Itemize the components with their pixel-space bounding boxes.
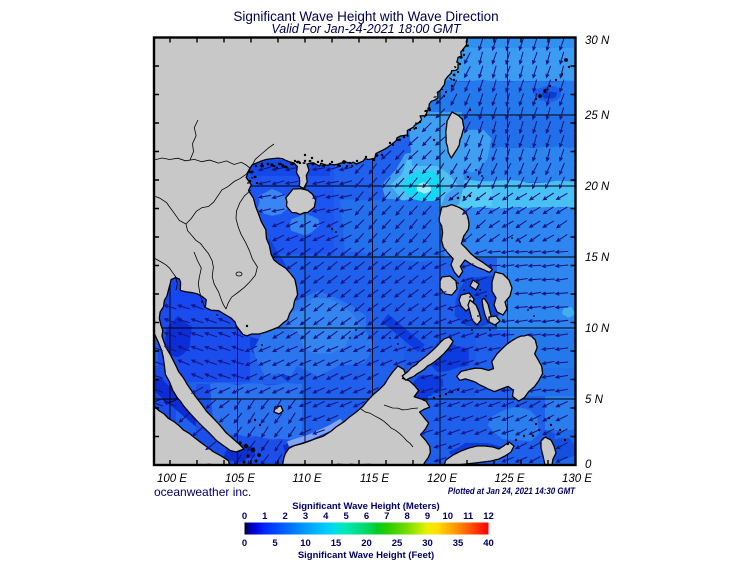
svg-text:5: 5 <box>344 511 350 522</box>
svg-text:110 E: 110 E <box>292 473 322 485</box>
svg-text:25: 25 <box>392 538 403 549</box>
svg-text:Significant Wave Height (Meter: Significant Wave Height (Meters) <box>292 501 439 512</box>
svg-text:30 N: 30 N <box>585 35 610 47</box>
svg-text:10: 10 <box>300 538 311 549</box>
svg-text:12: 12 <box>483 511 494 522</box>
svg-text:35: 35 <box>453 538 464 549</box>
svg-text:15 N: 15 N <box>585 252 610 264</box>
svg-text:oceanweather inc.: oceanweather inc. <box>154 485 251 499</box>
svg-text:15: 15 <box>331 538 342 549</box>
svg-text:Plotted at Jan 24, 2021 14:30: Plotted at Jan 24, 2021 14:30 GMT <box>448 486 576 497</box>
svg-text:11: 11 <box>463 511 474 522</box>
svg-text:4: 4 <box>323 511 329 522</box>
svg-text:10 N: 10 N <box>585 323 610 335</box>
svg-text:9: 9 <box>425 511 430 522</box>
svg-text:40: 40 <box>483 538 494 549</box>
svg-text:1: 1 <box>262 511 268 522</box>
svg-text:130 E: 130 E <box>562 473 592 485</box>
svg-text:5: 5 <box>272 538 278 549</box>
svg-text:125 E: 125 E <box>494 473 524 485</box>
svg-text:115 E: 115 E <box>360 473 390 485</box>
svg-text:20: 20 <box>361 538 372 549</box>
svg-text:2: 2 <box>283 511 288 522</box>
svg-text:100 E: 100 E <box>157 473 187 485</box>
svg-text:25 N: 25 N <box>584 110 610 122</box>
svg-text:0: 0 <box>242 511 247 522</box>
svg-text:105 E: 105 E <box>225 473 255 485</box>
svg-text:30: 30 <box>422 538 433 549</box>
svg-text:Significant Wave Height (Feet): Significant Wave Height (Feet) <box>298 550 434 560</box>
svg-text:0: 0 <box>242 538 247 549</box>
svg-text:8: 8 <box>405 511 410 522</box>
svg-text:7: 7 <box>384 511 389 522</box>
svg-text:Significant Wave Height with W: Significant Wave Height with Wave Direct… <box>233 9 498 24</box>
svg-text:20 N: 20 N <box>584 181 610 193</box>
svg-text:0: 0 <box>585 459 592 471</box>
svg-text:6: 6 <box>364 511 369 522</box>
svg-text:10: 10 <box>443 511 454 522</box>
svg-text:3: 3 <box>303 511 308 522</box>
svg-text:5 N: 5 N <box>585 394 604 406</box>
svg-text:Valid For Jan-24-2021 18:00 GM: Valid For Jan-24-2021 18:00 GMT <box>271 22 462 36</box>
svg-text:120 E: 120 E <box>427 473 457 485</box>
